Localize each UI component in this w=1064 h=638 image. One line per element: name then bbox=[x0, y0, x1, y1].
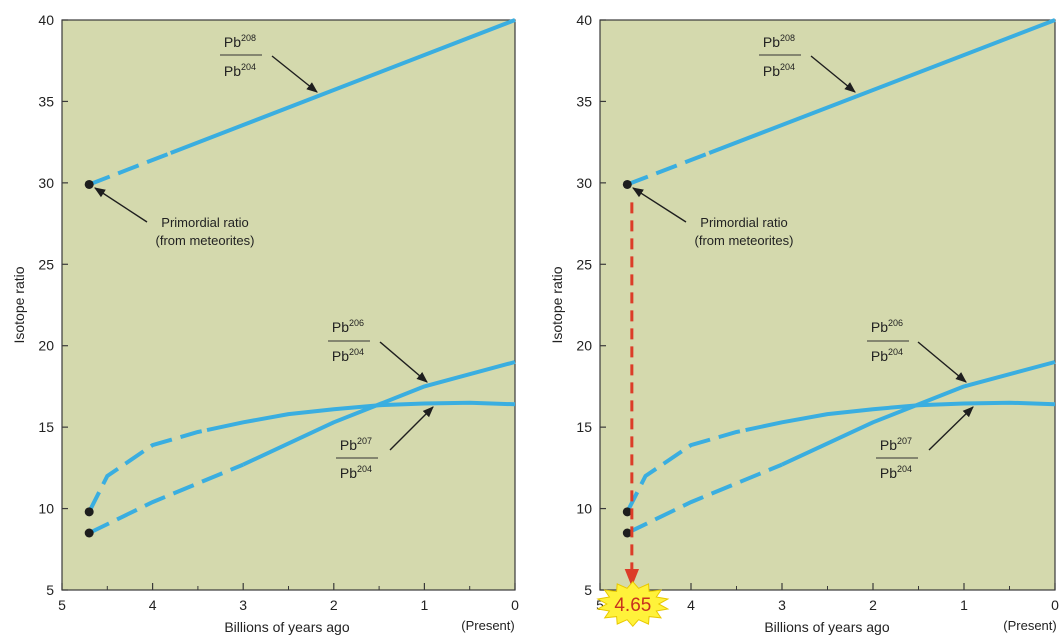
svg-text:Pb207: Pb207 bbox=[340, 436, 372, 453]
series-label-pb208-pb204: Pb208 Pb204 bbox=[220, 33, 262, 79]
y-tick-label: 25 bbox=[576, 256, 592, 272]
curve-pb206-pb204-dashed bbox=[88, 462, 244, 535]
x-axis-title: Billions of years ago bbox=[764, 619, 890, 635]
y-tick-label: 10 bbox=[576, 501, 592, 517]
svg-text:Pb204: Pb204 bbox=[340, 464, 372, 481]
series-label-pb206-pb204: Pb206 Pb204 bbox=[328, 318, 370, 364]
svg-text:Pb208: Pb208 bbox=[224, 33, 256, 50]
curve-pb207-pb204-solid bbox=[745, 400, 1056, 433]
y-tick-label: 5 bbox=[584, 582, 592, 598]
primordial-point bbox=[84, 179, 94, 189]
svg-text:Pb206: Pb206 bbox=[871, 318, 903, 335]
primordial-point bbox=[84, 528, 94, 538]
leader-arrow-pb206 bbox=[917, 341, 967, 383]
x-tick-label: 5 bbox=[58, 597, 66, 613]
x-tick-label: 2 bbox=[330, 597, 338, 613]
svg-text:Pb204: Pb204 bbox=[880, 464, 912, 481]
x-tick-label: 1 bbox=[960, 597, 968, 613]
x-tick-label: 3 bbox=[239, 597, 247, 613]
x-tick-label: 1 bbox=[421, 597, 429, 613]
leader-arrow-pb207 bbox=[928, 406, 974, 451]
age-starburst bbox=[596, 580, 670, 628]
svg-text:Pb204: Pb204 bbox=[763, 62, 795, 79]
age-value-label: 4.65 bbox=[614, 595, 651, 616]
annotation-primordial-line2: (from meteorites) bbox=[695, 233, 794, 248]
x-tick-label: 3 bbox=[778, 597, 786, 613]
x-axis-title: Billions of years ago bbox=[224, 619, 350, 635]
svg-text:Pb206: Pb206 bbox=[332, 318, 364, 335]
curve-pb208-pb204-solid bbox=[708, 18, 1056, 155]
curve-pb207-pb204-dashed bbox=[625, 428, 747, 513]
series-label-pb207-pb204: Pb207 Pb204 bbox=[336, 436, 378, 481]
series-label-pb208-pb204: Pb208 Pb204 bbox=[759, 33, 801, 79]
annotation-primordial-line1: Primordial ratio bbox=[700, 215, 787, 230]
x-tick-label: 4 bbox=[149, 597, 157, 613]
curve-pb206-pb204-dashed bbox=[626, 462, 783, 535]
curve-pb208-pb204-dashed bbox=[626, 151, 710, 187]
curve-pb207-pb204-dashed bbox=[87, 428, 208, 513]
primordial-point bbox=[622, 528, 632, 538]
x-tick-label: 4 bbox=[687, 597, 695, 613]
y-tick-label: 25 bbox=[38, 256, 54, 272]
curve-pb207-pb204-solid bbox=[206, 400, 516, 433]
present-label: (Present) bbox=[1003, 618, 1056, 633]
y-tick-label: 20 bbox=[576, 338, 592, 354]
x-tick-label: 0 bbox=[1051, 597, 1059, 613]
plot-area bbox=[599, 19, 1056, 591]
svg-text:Pb208: Pb208 bbox=[763, 33, 795, 50]
y-tick-label: 35 bbox=[38, 93, 54, 109]
y-tick-label: 40 bbox=[38, 12, 54, 28]
leader-arrow-primordial bbox=[94, 187, 148, 223]
x-tick-label: 5 bbox=[596, 597, 604, 613]
y-axis-title: Isotope ratio bbox=[549, 266, 565, 343]
leader-arrow-pb208 bbox=[810, 55, 856, 93]
annotation-primordial-line2: (from meteorites) bbox=[156, 233, 255, 248]
svg-text:Pb204: Pb204 bbox=[224, 62, 256, 79]
leader-arrow-pb206 bbox=[379, 341, 428, 383]
leader-arrow-pb207 bbox=[389, 406, 434, 451]
annotation-primordial-line1: Primordial ratio bbox=[161, 215, 248, 230]
primordial-point bbox=[84, 507, 94, 517]
svg-text:Pb204: Pb204 bbox=[871, 347, 903, 364]
y-tick-label: 15 bbox=[576, 419, 592, 435]
series-label-pb206-pb204: Pb206 Pb204 bbox=[867, 318, 909, 364]
x-tick-label: 2 bbox=[869, 597, 877, 613]
leader-arrow-pb208 bbox=[271, 55, 318, 93]
y-tick-label: 15 bbox=[38, 419, 54, 435]
plot-area bbox=[61, 19, 516, 591]
svg-text:Pb207: Pb207 bbox=[880, 436, 912, 453]
primordial-point bbox=[622, 179, 632, 189]
y-tick-label: 35 bbox=[576, 93, 592, 109]
x-tick-label: 0 bbox=[511, 597, 519, 613]
curve-pb208-pb204-dashed bbox=[88, 151, 172, 187]
y-tick-label: 10 bbox=[38, 501, 54, 517]
y-tick-label: 5 bbox=[46, 582, 54, 598]
primordial-point bbox=[622, 507, 632, 517]
curve-pb208-pb204-solid bbox=[169, 18, 516, 155]
y-tick-label: 20 bbox=[38, 338, 54, 354]
y-tick-label: 30 bbox=[576, 175, 592, 191]
svg-text:Pb204: Pb204 bbox=[332, 347, 364, 364]
y-tick-label: 30 bbox=[38, 175, 54, 191]
y-axis-title: Isotope ratio bbox=[11, 266, 27, 343]
series-label-pb207-pb204: Pb207 Pb204 bbox=[876, 436, 918, 481]
present-label: (Present) bbox=[461, 618, 514, 633]
leader-arrow-primordial bbox=[632, 187, 687, 223]
y-tick-label: 40 bbox=[576, 12, 592, 28]
